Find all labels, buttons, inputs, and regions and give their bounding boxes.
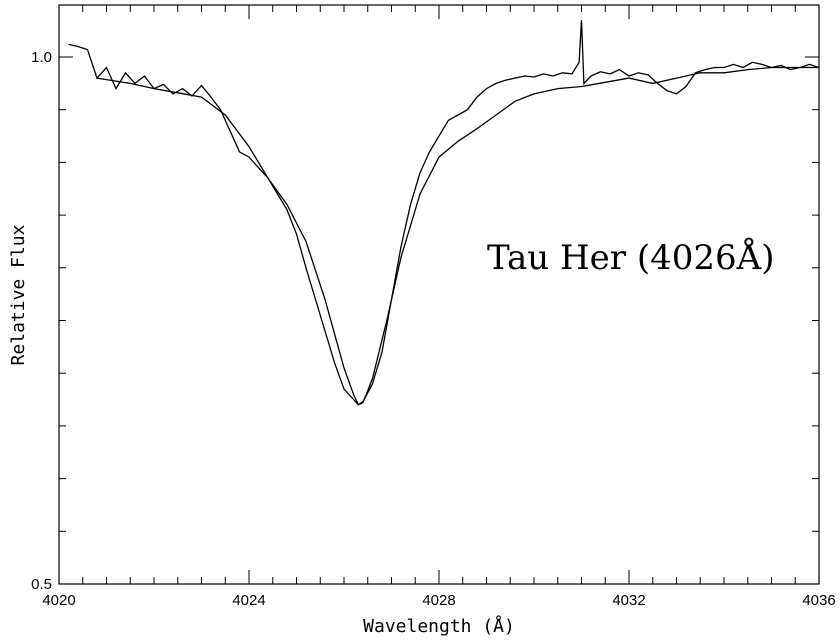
y-tick-label: 1.0 (31, 49, 52, 66)
x-axis-title: Wavelength (Å) (363, 615, 515, 637)
y-tick-label: 0.5 (31, 576, 52, 593)
x-tick-label: 4036 (802, 592, 835, 609)
x-tick-label: 4028 (422, 592, 455, 609)
model-fit-line (96, 66, 819, 406)
x-tick-label: 4024 (232, 592, 265, 609)
observed-spectrum-line (68, 20, 820, 406)
axis-ticks (58, 5, 820, 585)
y-axis-title: Relative Flux (8, 224, 29, 365)
chart-annotation: Tau Her (4026Å) (487, 237, 774, 278)
x-tick-label: 4032 (612, 592, 645, 609)
x-tick-label: 4020 (42, 592, 75, 609)
series-group (68, 20, 820, 406)
tick-labels: 4020 4024 4028 4032 4036 0.5 1.0 (31, 49, 836, 609)
